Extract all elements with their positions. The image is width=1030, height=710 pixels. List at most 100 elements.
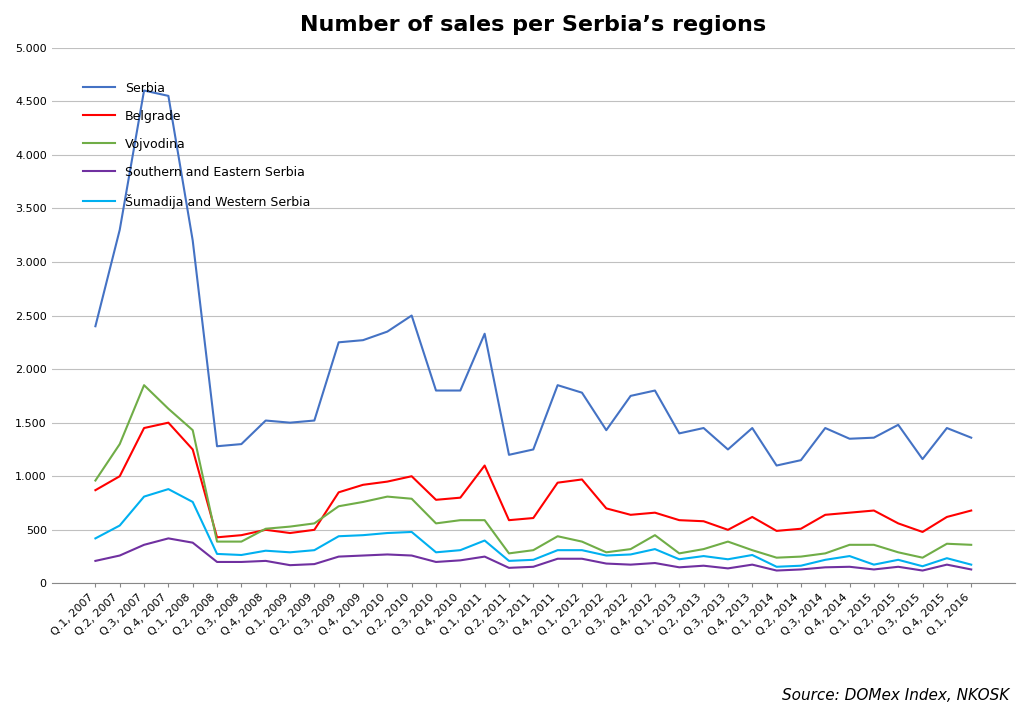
Šumadija and Western Serbia	[892, 555, 904, 564]
Šumadija and Western Serbia	[284, 548, 297, 557]
Belgrade	[235, 531, 247, 540]
Vojvodina	[624, 545, 637, 553]
Belgrade	[381, 477, 393, 486]
Serbia	[113, 226, 126, 234]
Serbia	[186, 236, 199, 245]
Vojvodina	[479, 516, 491, 525]
Šumadija and Western Serbia	[770, 562, 783, 571]
Southern and Eastern Serbia	[406, 551, 418, 559]
Southern and Eastern Serbia	[940, 560, 953, 569]
Šumadija and Western Serbia	[90, 534, 102, 542]
Šumadija and Western Serbia	[260, 547, 272, 555]
Southern and Eastern Serbia	[746, 560, 758, 569]
Southern and Eastern Serbia	[600, 559, 613, 568]
Serbia	[940, 424, 953, 432]
Southern and Eastern Serbia	[284, 561, 297, 569]
Vojvodina	[576, 537, 588, 546]
Belgrade	[284, 529, 297, 537]
Serbia	[746, 424, 758, 432]
Vojvodina	[186, 426, 199, 435]
Belgrade	[90, 486, 102, 494]
Belgrade	[527, 514, 540, 523]
Šumadija and Western Serbia	[454, 546, 467, 555]
Šumadija and Western Serbia	[917, 562, 929, 571]
Šumadija and Western Serbia	[673, 555, 685, 564]
Belgrade	[186, 445, 199, 454]
Vojvodina	[356, 498, 369, 506]
Belgrade	[746, 513, 758, 521]
Belgrade	[649, 508, 661, 517]
Serbia	[284, 418, 297, 427]
Southern and Eastern Serbia	[867, 565, 880, 574]
Belgrade	[940, 513, 953, 521]
Šumadija and Western Serbia	[381, 529, 393, 537]
Šumadija and Western Serbia	[308, 546, 320, 555]
Southern and Eastern Serbia	[479, 552, 491, 561]
Vojvodina	[770, 553, 783, 562]
Serbia	[600, 426, 613, 435]
Belgrade	[867, 506, 880, 515]
Belgrade	[430, 496, 442, 504]
Serbia	[138, 86, 150, 94]
Serbia	[162, 92, 174, 100]
Serbia	[576, 388, 588, 397]
Šumadija and Western Serbia	[479, 536, 491, 545]
Southern and Eastern Serbia	[430, 557, 442, 566]
Southern and Eastern Serbia	[770, 567, 783, 575]
Šumadija and Western Serbia	[551, 546, 563, 555]
Belgrade	[551, 479, 563, 487]
Serbia	[454, 386, 467, 395]
Southern and Eastern Serbia	[211, 557, 224, 566]
Belgrade	[697, 517, 710, 525]
Šumadija and Western Serbia	[430, 548, 442, 557]
Vojvodina	[965, 540, 977, 549]
Southern and Eastern Serbia	[235, 557, 247, 566]
Belgrade	[503, 516, 515, 525]
Serbia	[430, 386, 442, 395]
Southern and Eastern Serbia	[356, 551, 369, 559]
Belgrade	[406, 472, 418, 481]
Vojvodina	[284, 523, 297, 531]
Serbia	[624, 392, 637, 400]
Serbia	[867, 433, 880, 442]
Vojvodina	[308, 519, 320, 528]
Belgrade	[600, 504, 613, 513]
Vojvodina	[235, 537, 247, 546]
Southern and Eastern Serbia	[649, 559, 661, 567]
Vojvodina	[333, 502, 345, 510]
Serbia	[90, 322, 102, 330]
Šumadija and Western Serbia	[211, 550, 224, 558]
Šumadija and Western Serbia	[576, 546, 588, 555]
Belgrade	[479, 462, 491, 470]
Southern and Eastern Serbia	[917, 567, 929, 575]
Serbia	[770, 462, 783, 470]
Vojvodina	[406, 494, 418, 503]
Southern and Eastern Serbia	[551, 555, 563, 563]
Serbia	[381, 327, 393, 336]
Šumadija and Western Serbia	[697, 552, 710, 560]
Šumadija and Western Serbia	[867, 560, 880, 569]
Vojvodina	[892, 548, 904, 557]
Serbia	[527, 445, 540, 454]
Šumadija and Western Serbia	[600, 551, 613, 559]
Southern and Eastern Serbia	[138, 540, 150, 549]
Vojvodina	[381, 492, 393, 501]
Serbia	[479, 329, 491, 338]
Šumadija and Western Serbia	[113, 521, 126, 530]
Serbia	[892, 420, 904, 429]
Vojvodina	[844, 540, 856, 549]
Belgrade	[333, 488, 345, 496]
Belgrade	[162, 418, 174, 427]
Šumadija and Western Serbia	[940, 554, 953, 562]
Šumadija and Western Serbia	[624, 550, 637, 559]
Southern and Eastern Serbia	[308, 560, 320, 569]
Southern and Eastern Serbia	[260, 557, 272, 565]
Vojvodina	[697, 545, 710, 553]
Serbia	[649, 386, 661, 395]
Southern and Eastern Serbia	[576, 555, 588, 563]
Southern and Eastern Serbia	[454, 556, 467, 564]
Southern and Eastern Serbia	[113, 551, 126, 559]
Vojvodina	[551, 532, 563, 540]
Serbia	[844, 435, 856, 443]
Šumadija and Western Serbia	[162, 485, 174, 493]
